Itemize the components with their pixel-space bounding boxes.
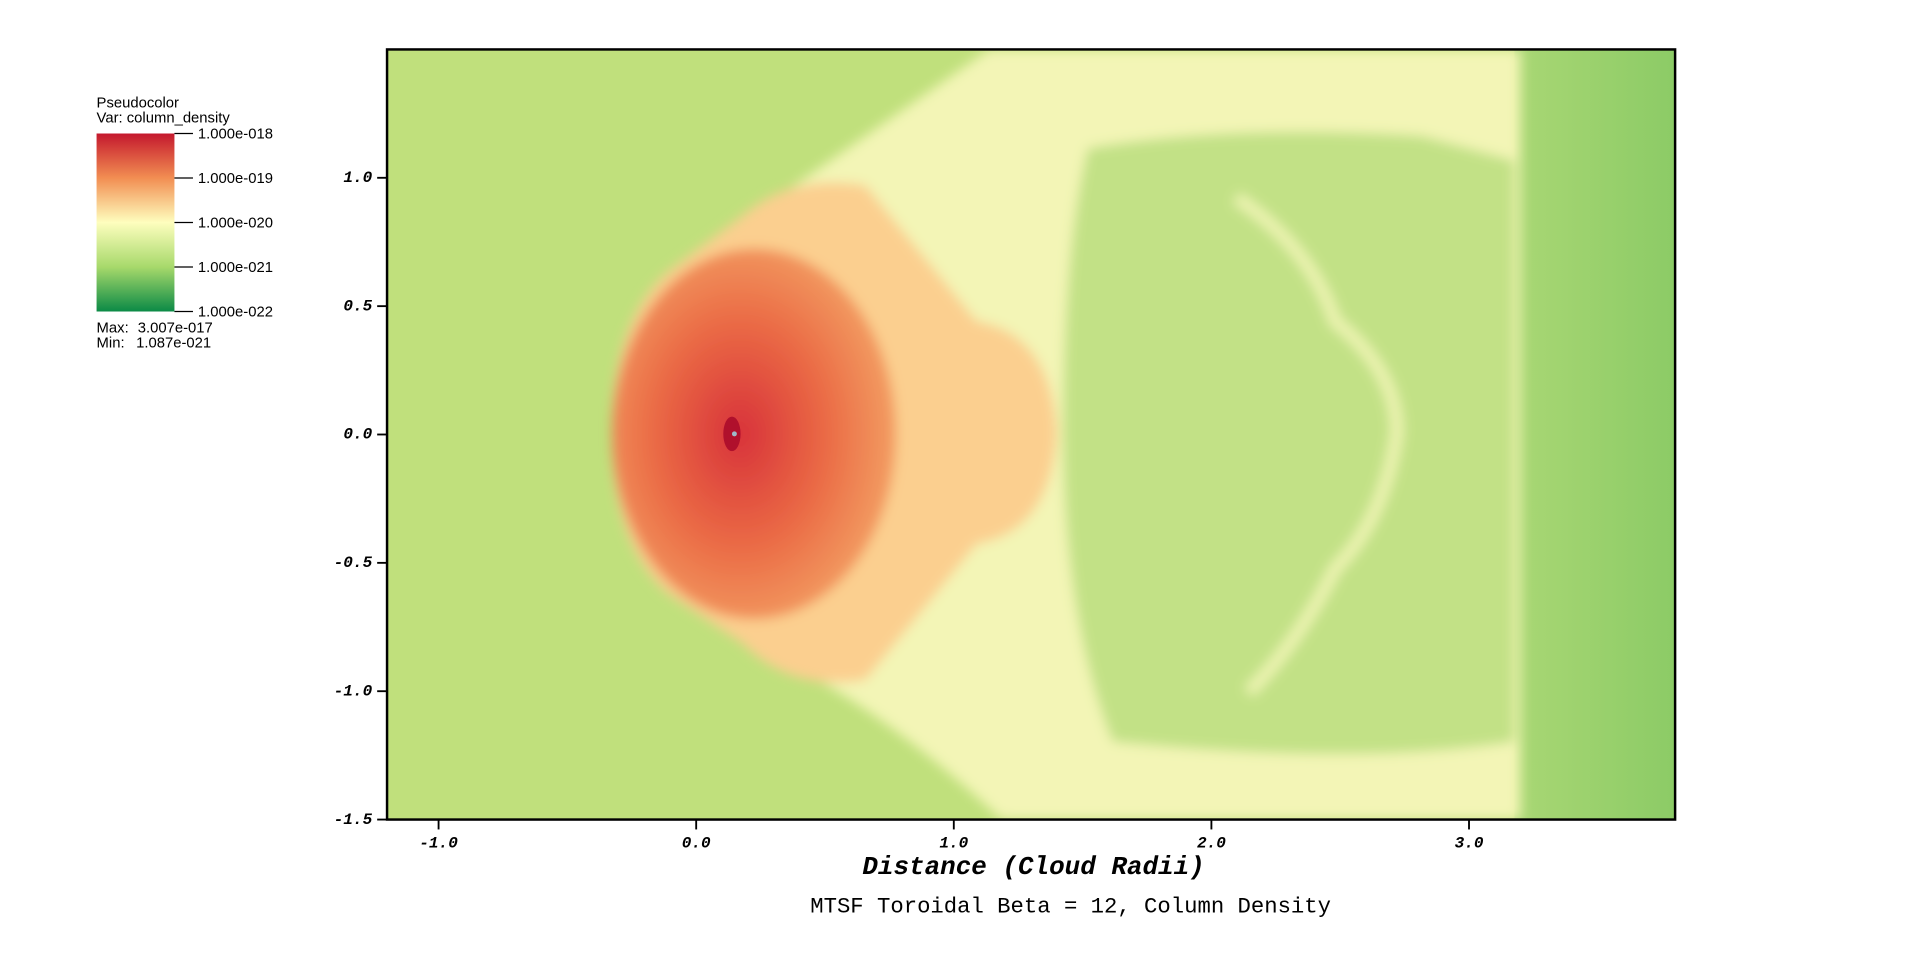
legend-variable: Var: column_density	[97, 110, 231, 126]
legend-min: Min: 1.087e-021	[97, 335, 212, 351]
x-tick-label: -1.0	[419, 834, 458, 852]
min-label: Min:	[97, 335, 125, 351]
max-label: Max:	[97, 321, 129, 337]
x-tick-label: 3.0	[1455, 834, 1484, 852]
y-tick-label: 0.5	[343, 297, 372, 315]
y-tick-label: -0.5	[334, 554, 373, 572]
x-tick-label: 1.0	[939, 834, 968, 852]
legend-max: Max: 3.007e-017	[97, 321, 213, 337]
x-axis-label: Distance (Cloud Radii)	[862, 852, 1204, 882]
colorbar-tick-label: 1.000e-022	[198, 304, 273, 320]
colorbar-tick-label: 1.000e-021	[198, 260, 273, 276]
colorbar	[96, 133, 175, 312]
legend-title: Pseudocolor	[97, 96, 179, 112]
y-tick-label: -1.5	[334, 811, 373, 829]
x-tick-label: 0.0	[682, 834, 711, 852]
colorbar-tick-label: 1.000e-020	[198, 215, 273, 231]
field	[387, 49, 1676, 820]
min-value: 1.087e-021	[136, 335, 211, 351]
colorbar-tick-label: 1.000e-019	[198, 171, 273, 187]
max-value: 3.007e-017	[138, 321, 213, 337]
x-tick-label: 2.0	[1197, 834, 1226, 852]
y-tick-label: 0.0	[343, 426, 372, 444]
colorbar-tick-label: 1.000e-018	[198, 126, 273, 142]
chart-title: MTSF Toroidal Beta = 12, Column Density	[810, 893, 1331, 919]
y-tick-label: 1.0	[343, 169, 372, 187]
y-tick-label: -1.0	[334, 682, 373, 700]
